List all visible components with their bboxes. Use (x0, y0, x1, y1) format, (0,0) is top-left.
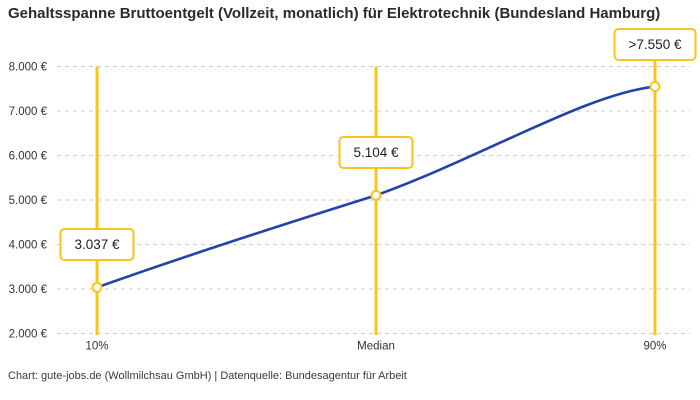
chart-title: Gehaltsspanne Bruttoentgelt (Vollzeit, m… (8, 5, 661, 22)
chart-footer: Chart: gute-jobs.de (Wollmilchsau GmbH) … (8, 370, 407, 382)
data-point-90% (649, 81, 661, 93)
data-point-10% (91, 281, 103, 293)
y-tick-label: 4.000 € (9, 240, 48, 252)
y-tick-label: 6.000 € (9, 151, 48, 163)
x-tick-labels: 10% Median 90% (85, 341, 666, 353)
y-tick-label: 5.000 € (9, 195, 48, 207)
x-tick-label-90%: 90% (643, 341, 666, 353)
value-label-10th-percentile: 3.037 € (59, 228, 135, 262)
y-tick-label: 2.000 € (9, 329, 48, 341)
y-gridlines (57, 66, 690, 334)
y-tick-labels: 2.000 € 3.000 € 4.000 € 5.000 € 6.000 € 7.000… (9, 62, 48, 341)
data-point-Median (370, 189, 382, 201)
value-label-median: 5.104 € (338, 136, 414, 170)
x-tick-label-10%: 10% (85, 341, 108, 353)
y-tick-label: 8.000 € (9, 62, 48, 74)
y-tick-label: 7.000 € (9, 106, 48, 118)
value-label-90th-percentile: >7.550 € (613, 27, 697, 61)
data-point-markers (91, 81, 661, 293)
y-tick-label: 3.000 € (9, 284, 48, 296)
x-tick-label-Median: Median (357, 341, 395, 353)
